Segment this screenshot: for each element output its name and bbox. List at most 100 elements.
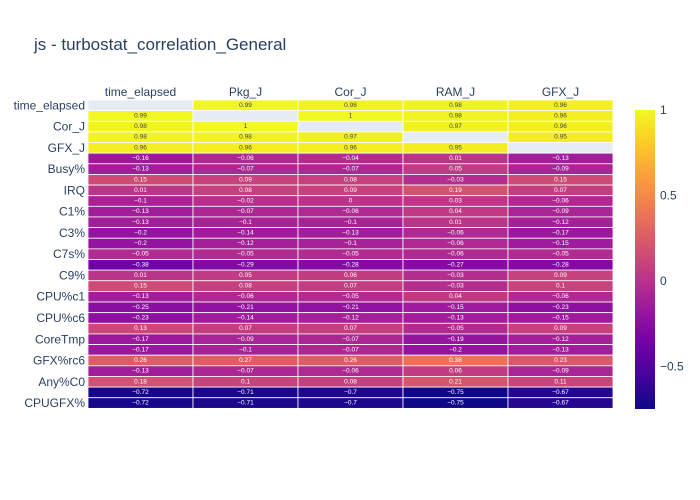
cell-value-label: −0.13	[132, 293, 149, 300]
cell-value-label: −0.06	[342, 368, 359, 375]
cell-value-label: 0.03	[449, 198, 462, 205]
cell-value-label: −0.06	[552, 198, 569, 205]
x-tick-label: Cor_J	[334, 85, 366, 99]
cell-value-label: −0.7	[344, 389, 357, 396]
cell-value-label: −0.17	[132, 346, 149, 353]
y-tick-label: C7s%	[53, 247, 85, 261]
cell-value-label: 0.06	[449, 368, 462, 375]
y-axis-labels: time_elapsed Cor_J GFX_J Busy% IRQ C1% C3% C7s%…	[14, 98, 86, 410]
cell-value-label: −0.05	[552, 251, 569, 258]
x-tick-label: GFX_J	[542, 85, 579, 99]
cell-value-label: 0.95	[554, 134, 567, 141]
cell-value-label: −0.21	[237, 304, 254, 311]
heatmap-cell	[87, 99, 194, 112]
cell-value-label: −0.25	[132, 304, 149, 311]
cell-value-label: −0.07	[237, 368, 254, 375]
cell-value-label: 0.97	[344, 134, 357, 141]
cell-value-label: −0.13	[132, 166, 149, 173]
cell-value-label: 0.15	[134, 176, 147, 183]
cell-value-label: 0.99	[134, 112, 147, 119]
cell-value-label: −0.75	[447, 389, 464, 396]
cell-value-label: 0.04	[449, 293, 462, 300]
cell-value-label: −0.04	[342, 155, 359, 162]
cell-value-label: −0.13	[447, 314, 464, 321]
heatmap-cell	[507, 397, 614, 409]
cell-value-label: −0.12	[552, 219, 569, 226]
cell-value-label: 0.09	[554, 325, 567, 332]
cell-value-label: 0.06	[344, 272, 357, 279]
cell-value-label: 0.01	[134, 272, 147, 279]
cell-value-label: −0.71	[237, 389, 254, 396]
cell-value-label: 0.09	[554, 272, 567, 279]
cell-value-label: −0.09	[552, 166, 569, 173]
cell-value-label: 0.27	[239, 357, 252, 364]
cell-value-label: 0.98	[134, 123, 147, 130]
cell-value-label: −0.07	[342, 336, 359, 343]
y-tick-label: C1%	[59, 205, 85, 219]
cell-value-label: −0.13	[132, 219, 149, 226]
colorbar-tick-label: 1	[660, 103, 667, 117]
cell-value-label: −0.02	[237, 198, 254, 205]
cell-value-label: −0.72	[132, 400, 149, 407]
cell-value-label: 0.01	[134, 187, 147, 194]
y-tick-label: C3%	[59, 226, 85, 240]
heatmap-cell	[297, 120, 404, 133]
cell-value-label: −0.12	[552, 336, 569, 343]
cell-value-label: −0.1	[344, 219, 357, 226]
cell-value-label: 0.96	[239, 144, 252, 151]
cell-value-label: 0.98	[449, 102, 462, 109]
cell-value-label: 0.1	[556, 283, 565, 290]
cell-value-label: 0.05	[239, 272, 252, 279]
cell-value-label: 0.26	[134, 357, 147, 364]
cell-value-label: 0.09	[239, 176, 252, 183]
cell-value-label: −0.06	[237, 155, 254, 162]
y-tick-label: Any%C0	[38, 375, 85, 389]
cell-value-label: −0.15	[552, 240, 569, 247]
cell-value-label: −0.09	[552, 368, 569, 375]
cell-value-label: −0.06	[447, 229, 464, 236]
cell-value-label: 0	[349, 198, 353, 205]
colorbar-tick-label: −0.5	[660, 359, 684, 373]
cell-value-label: 0.26	[344, 357, 357, 364]
y-tick-label: Busy%	[48, 162, 86, 176]
cell-value-label: −0.09	[237, 336, 254, 343]
cell-value-label: −0.07	[237, 208, 254, 215]
cell-value-label: −0.14	[237, 314, 254, 321]
cell-value-label: −0.15	[552, 314, 569, 321]
colorbar: −0.5 0 0.5 1	[635, 103, 684, 409]
cell-value-label: 0.01	[449, 155, 462, 162]
heatmap-grid: 0.99 0.98 0.98 0.96 0.99 1 0.98 0.96 0.98 1 0.97 0.…	[87, 99, 614, 409]
cell-value-label: −0.09	[552, 208, 569, 215]
cell-value-label: −0.23	[552, 304, 569, 311]
x-tick-label: RAM_J	[436, 85, 475, 99]
cell-value-label: 0.11	[554, 378, 567, 385]
cell-value-label: −0.21	[342, 304, 359, 311]
cell-value-label: 0.21	[449, 378, 462, 385]
cell-value-label: −0.1	[239, 346, 252, 353]
cell-value-label: 0.07	[344, 325, 357, 332]
cell-value-label: −0.06	[447, 251, 464, 258]
y-tick-label: time_elapsed	[14, 98, 85, 112]
cell-value-label: −0.03	[447, 283, 464, 290]
cell-value-label: −0.7	[344, 400, 357, 407]
cell-value-label: 0.09	[344, 187, 357, 194]
cell-value-label: 1	[349, 112, 353, 119]
cell-value-label: −0.2	[449, 346, 462, 353]
cell-value-label: −0.19	[447, 336, 464, 343]
cell-value-label: −0.28	[552, 261, 569, 268]
cell-value-label: −0.17	[552, 229, 569, 236]
cell-value-label: −0.05	[342, 251, 359, 258]
cell-value-label: −0.12	[342, 314, 359, 321]
cell-value-label: −0.06	[237, 293, 254, 300]
cell-value-label: 0.98	[134, 134, 147, 141]
cell-value-label: −0.05	[237, 251, 254, 258]
cell-value-label: −0.72	[132, 389, 149, 396]
y-tick-label: CPU%c1	[36, 290, 85, 304]
cell-value-label: −0.28	[342, 261, 359, 268]
cell-value-label: 0.96	[554, 123, 567, 130]
cell-value-label: −0.13	[342, 229, 359, 236]
cell-value-label: 0.98	[239, 134, 252, 141]
cell-value-label: −0.1	[344, 240, 357, 247]
cell-value-label: −0.05	[342, 293, 359, 300]
